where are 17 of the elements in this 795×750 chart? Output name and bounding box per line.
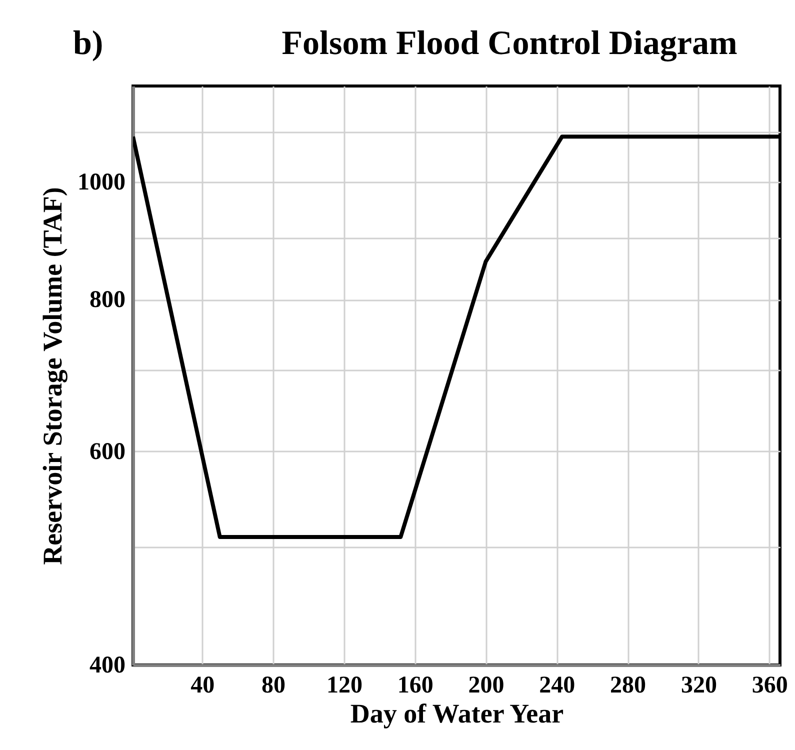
y-tick-label: 400 <box>90 652 126 678</box>
x-tick-label: 80 <box>262 672 286 698</box>
y-tick-label: 800 <box>90 287 126 314</box>
y-tick-label: 600 <box>90 438 126 465</box>
y-tick-label: 1000 <box>78 170 126 196</box>
x-tick-label: 40 <box>190 672 215 698</box>
x-tick-label: 200 <box>468 672 504 698</box>
x-tick-label: 120 <box>326 672 362 698</box>
x-tick-label: 280 <box>610 672 646 698</box>
chart-title: Folsom Flood Control Diagram <box>282 25 738 62</box>
text: b) <box>73 25 104 62</box>
x-axis-title: Day of Water Year <box>350 698 564 728</box>
x-tick-label: 360 <box>752 672 788 698</box>
y-axis-title: Reservoir Storage Volume (TAF) <box>38 187 68 565</box>
x-tick-label: 320 <box>680 672 717 698</box>
x-tick-label: 160 <box>397 672 434 698</box>
x-tick-label: 240 <box>539 672 576 698</box>
